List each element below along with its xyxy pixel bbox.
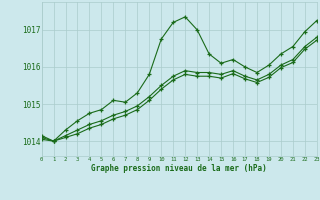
- X-axis label: Graphe pression niveau de la mer (hPa): Graphe pression niveau de la mer (hPa): [91, 164, 267, 173]
